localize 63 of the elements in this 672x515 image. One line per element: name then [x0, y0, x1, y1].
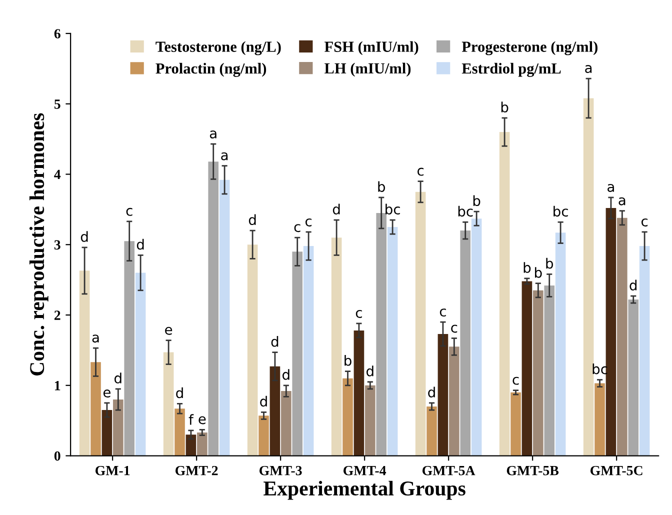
- data-label: c: [440, 308, 446, 317]
- data-label: d: [282, 369, 290, 380]
- data-label: d: [114, 372, 122, 384]
- data-label: d: [366, 366, 374, 376]
- legend-label: Testosterone (ng/L): [156, 41, 281, 56]
- data-label: c: [294, 224, 300, 232]
- data-label: e: [103, 390, 110, 398]
- data-label: d: [260, 396, 267, 407]
- data-label: b: [535, 267, 542, 278]
- data-label: c: [418, 168, 424, 176]
- x-tick-label: GMT-5B: [506, 466, 559, 476]
- data-label: d: [248, 214, 256, 226]
- data-label: bc: [554, 206, 568, 217]
- data-label: a: [210, 130, 216, 138]
- x-tick-label: GMT-5C: [590, 466, 642, 476]
- data-label: d: [428, 386, 435, 398]
- y-axis-title: Conc. reproductive hormones: [29, 113, 48, 376]
- data-label: b: [344, 355, 352, 366]
- data-label: d: [271, 336, 278, 347]
- data-label: bc: [386, 204, 400, 214]
- data-label: e: [198, 416, 206, 424]
- legend-label: Progesterone (ng/ml): [462, 41, 598, 56]
- data-label: c: [642, 218, 648, 226]
- data-label: d: [136, 238, 144, 250]
- y-tick-label: 2: [54, 310, 60, 320]
- data-label: d: [630, 280, 637, 290]
- x-tick-label: GMT-3: [260, 466, 302, 476]
- y-tick-label: 3: [54, 240, 60, 250]
- data-label: d: [80, 231, 88, 242]
- y-tick-label: 0: [54, 451, 60, 461]
- legend-label: FSH (mIU/ml): [324, 41, 418, 56]
- data-label: a: [608, 184, 614, 192]
- y-tick-label: 6: [54, 29, 60, 38]
- data-label: c: [126, 208, 132, 216]
- data-label: a: [585, 65, 592, 74]
- data-label: d: [176, 387, 183, 398]
- x-tick-label: GMT-5A: [422, 466, 476, 476]
- data-label: c: [356, 310, 362, 318]
- legend-label: LH (mIU/ml): [324, 62, 411, 77]
- data-label: a: [221, 152, 228, 160]
- data-label: a: [618, 197, 626, 206]
- y-tick-label: 4: [54, 170, 61, 180]
- x-axis-title: Experiemental Groups: [264, 480, 466, 500]
- x-tick-label: GMT-4: [344, 466, 386, 476]
- data-label: b: [473, 195, 480, 206]
- data-label: f: [188, 414, 194, 425]
- data-label: b: [378, 181, 386, 192]
- x-tick-label: GMT-2: [176, 466, 218, 476]
- legend-label: Prolactin (ng/ml): [156, 62, 266, 77]
- data-label: c: [306, 218, 312, 226]
- data-label: e: [165, 326, 172, 335]
- data-label: d: [332, 204, 340, 214]
- y-tick-label: 5: [54, 100, 60, 109]
- y-tick-label: 1: [55, 381, 60, 390]
- data-label: a: [92, 334, 99, 343]
- data-label: c: [451, 324, 458, 333]
- data-label: b: [501, 102, 508, 112]
- data-label: bc: [458, 206, 473, 217]
- legend-label: Estrdiol pg/mL: [462, 62, 561, 77]
- data-label: b: [546, 258, 554, 269]
- data-label: c: [512, 376, 519, 385]
- x-tick-label: GM-1: [96, 466, 130, 476]
- data-label: b: [524, 262, 531, 273]
